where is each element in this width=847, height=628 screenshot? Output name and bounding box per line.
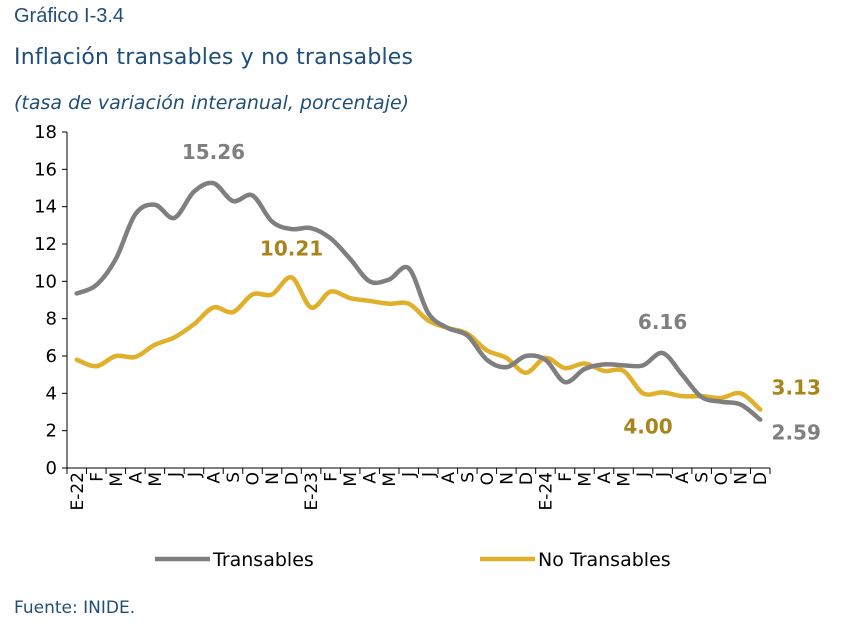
x-tick-label: F (87, 472, 107, 482)
data-label: 10.21 (260, 236, 323, 260)
y-tick-label: 16 (34, 159, 57, 180)
x-tick-label: M (575, 472, 595, 487)
x-tick-label: A (204, 472, 224, 484)
x-tick-label: A (361, 472, 381, 484)
x-tick-label: M (341, 472, 361, 487)
chart-title: Inflación transables y no transables (14, 45, 414, 70)
data-label: 6.16 (638, 310, 687, 334)
data-label: 2.59 (772, 421, 821, 445)
x-tick-label: E-24 (536, 472, 556, 511)
x-tick-label: J (419, 472, 439, 478)
y-tick-label: 2 (46, 421, 57, 442)
x-tick-label: E-23 (302, 472, 322, 511)
x-tick-label: M (380, 472, 400, 487)
x-tick-label: M (146, 472, 166, 487)
x-tick-label: O (244, 472, 264, 485)
x-tick-label: J (400, 472, 420, 478)
x-tick-label: N (263, 472, 283, 485)
x-tick-label: O (712, 472, 732, 485)
x-tick-label: A (126, 472, 146, 484)
figure-label: Gráfico I-3.4 (14, 5, 125, 27)
y-tick-label: 4 (46, 383, 57, 404)
y-tick-label: 8 (46, 309, 57, 330)
x-tick-label: S (224, 472, 244, 483)
x-tick-label: J (654, 472, 674, 478)
chart-subtitle: (tasa de variación interanual, porcentaj… (14, 92, 410, 114)
x-tick-label: F (322, 472, 342, 482)
data-label: 3.13 (772, 376, 821, 400)
legend-item-no-transables-label: No Transables (538, 549, 671, 571)
x-tick-label: F (556, 472, 576, 482)
x-tick-label: A (673, 472, 693, 484)
series-line-transables (74, 180, 763, 422)
x-tick-label: O (478, 472, 498, 485)
x-tick-label: N (732, 472, 752, 485)
source-note: Fuente: INIDE. (14, 598, 136, 618)
x-tick-label: D (283, 472, 303, 485)
x-tick-label: J (185, 472, 205, 478)
x-tick-label: A (595, 472, 615, 484)
y-tick-label: 10 (34, 271, 57, 292)
data-label: 15.26 (182, 140, 245, 164)
y-tick-label: 18 (34, 122, 57, 143)
x-tick-label: E-22 (68, 472, 88, 511)
x-tick-label: J (634, 472, 654, 478)
y-tick-label: 14 (34, 197, 57, 218)
legend-item-transables-label: Transables (212, 549, 314, 571)
x-tick-label: S (458, 472, 478, 483)
series-line-no-transables (74, 275, 763, 412)
x-tick-label: S (693, 472, 713, 483)
data-label: 4.00 (623, 414, 672, 438)
x-tick-label: N (497, 472, 517, 485)
x-tick-label: D (517, 472, 537, 485)
y-tick-label: 6 (46, 346, 57, 367)
x-tick-label: D (751, 472, 771, 485)
y-tick-label: 0 (46, 458, 57, 479)
x-tick-label: M (615, 472, 635, 487)
x-tick-label: M (107, 472, 127, 487)
x-tick-label: J (165, 472, 185, 478)
x-tick-label: A (439, 472, 459, 484)
y-tick-label: 12 (34, 234, 57, 255)
